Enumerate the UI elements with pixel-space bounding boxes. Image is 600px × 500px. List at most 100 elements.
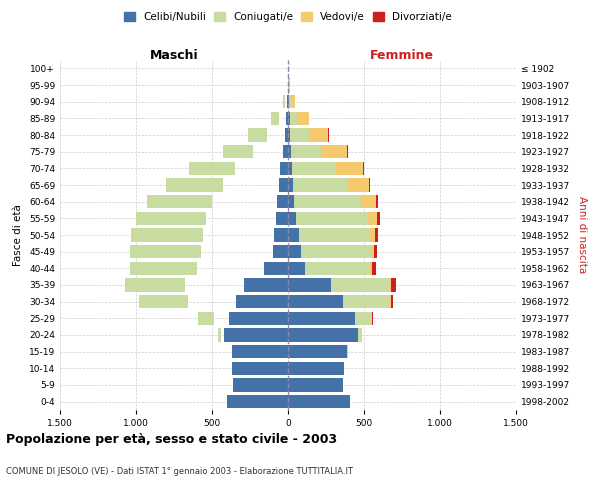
Bar — [391, 278, 396, 291]
Bar — [186, 295, 187, 308]
Bar — [283, 145, 288, 158]
Bar — [199, 212, 202, 225]
Bar — [248, 145, 249, 158]
Bar — [373, 262, 376, 275]
Bar — [217, 178, 219, 192]
Bar — [248, 128, 267, 141]
Bar — [363, 162, 364, 175]
Bar — [374, 245, 377, 258]
Bar — [194, 245, 197, 258]
Bar — [328, 128, 329, 141]
Bar — [288, 278, 331, 291]
Bar — [390, 278, 391, 291]
Bar — [283, 95, 285, 108]
Bar — [279, 178, 288, 192]
Bar — [361, 328, 362, 342]
Bar — [290, 112, 297, 125]
Bar — [203, 212, 205, 225]
Bar — [146, 195, 212, 208]
Bar — [271, 112, 279, 125]
Text: COMUNE DI JESOLO (VE) - Dati ISTAT 1° gennaio 2003 - Elaborazione TUTTITALIA.IT: COMUNE DI JESOLO (VE) - Dati ISTAT 1° ge… — [6, 468, 353, 476]
Bar — [227, 395, 288, 408]
Bar — [299, 228, 370, 241]
Bar — [297, 112, 309, 125]
Bar — [229, 162, 230, 175]
Bar — [287, 95, 288, 108]
Bar — [355, 312, 371, 325]
Bar — [218, 178, 220, 192]
Bar — [376, 195, 379, 208]
Bar — [288, 145, 291, 158]
Bar — [377, 212, 380, 225]
Bar — [232, 362, 288, 375]
Bar — [277, 195, 288, 208]
Bar — [291, 95, 295, 108]
Bar — [227, 162, 231, 175]
Bar — [273, 245, 288, 258]
Bar — [130, 245, 202, 258]
Bar — [391, 295, 393, 308]
Bar — [125, 278, 185, 291]
Bar — [288, 195, 294, 208]
Bar — [276, 112, 277, 125]
Bar — [276, 212, 288, 225]
Bar — [347, 145, 348, 158]
Bar — [208, 195, 210, 208]
Bar — [371, 312, 373, 325]
Bar — [131, 228, 203, 241]
Bar — [291, 145, 322, 158]
Bar — [183, 278, 184, 291]
Bar — [288, 395, 350, 408]
Bar — [296, 212, 368, 225]
Bar — [322, 145, 347, 158]
Bar — [136, 212, 206, 225]
Bar — [236, 295, 288, 308]
Text: Femmine: Femmine — [370, 48, 434, 62]
Bar — [288, 345, 347, 358]
Bar — [343, 295, 390, 308]
Bar — [195, 262, 196, 275]
Bar — [263, 262, 288, 275]
Bar — [286, 112, 288, 125]
Bar — [212, 312, 213, 325]
Bar — [288, 378, 343, 392]
Bar — [247, 145, 250, 158]
Bar — [283, 95, 284, 108]
Bar — [288, 162, 292, 175]
Bar — [336, 162, 363, 175]
Bar — [289, 95, 291, 108]
Bar — [190, 262, 193, 275]
Bar — [139, 295, 188, 308]
Bar — [205, 195, 208, 208]
Bar — [288, 262, 305, 275]
Bar — [293, 178, 347, 192]
Bar — [288, 362, 344, 375]
Bar — [288, 245, 301, 258]
Bar — [374, 228, 377, 241]
Bar — [331, 278, 390, 291]
Bar — [368, 178, 370, 192]
Bar — [280, 162, 288, 175]
Bar — [211, 312, 212, 325]
Bar — [274, 228, 288, 241]
Bar — [176, 278, 180, 291]
Bar — [233, 378, 288, 392]
Bar — [308, 128, 328, 141]
Bar — [224, 328, 288, 342]
Bar — [370, 228, 374, 241]
Bar — [288, 112, 290, 125]
Bar — [229, 312, 288, 325]
Bar — [371, 245, 374, 258]
Bar — [285, 128, 288, 141]
Bar — [244, 278, 288, 291]
Bar — [390, 295, 391, 308]
Bar — [292, 162, 336, 175]
Bar — [182, 295, 185, 308]
Bar — [301, 245, 371, 258]
Y-axis label: Anni di nascita: Anni di nascita — [577, 196, 587, 274]
Bar — [288, 95, 289, 108]
Bar — [196, 228, 199, 241]
Bar — [166, 178, 223, 192]
Legend: Celibi/Nubili, Coniugati/e, Vedovi/e, Divorziati/e: Celibi/Nubili, Coniugati/e, Vedovi/e, Di… — [120, 8, 456, 26]
Bar — [288, 312, 355, 325]
